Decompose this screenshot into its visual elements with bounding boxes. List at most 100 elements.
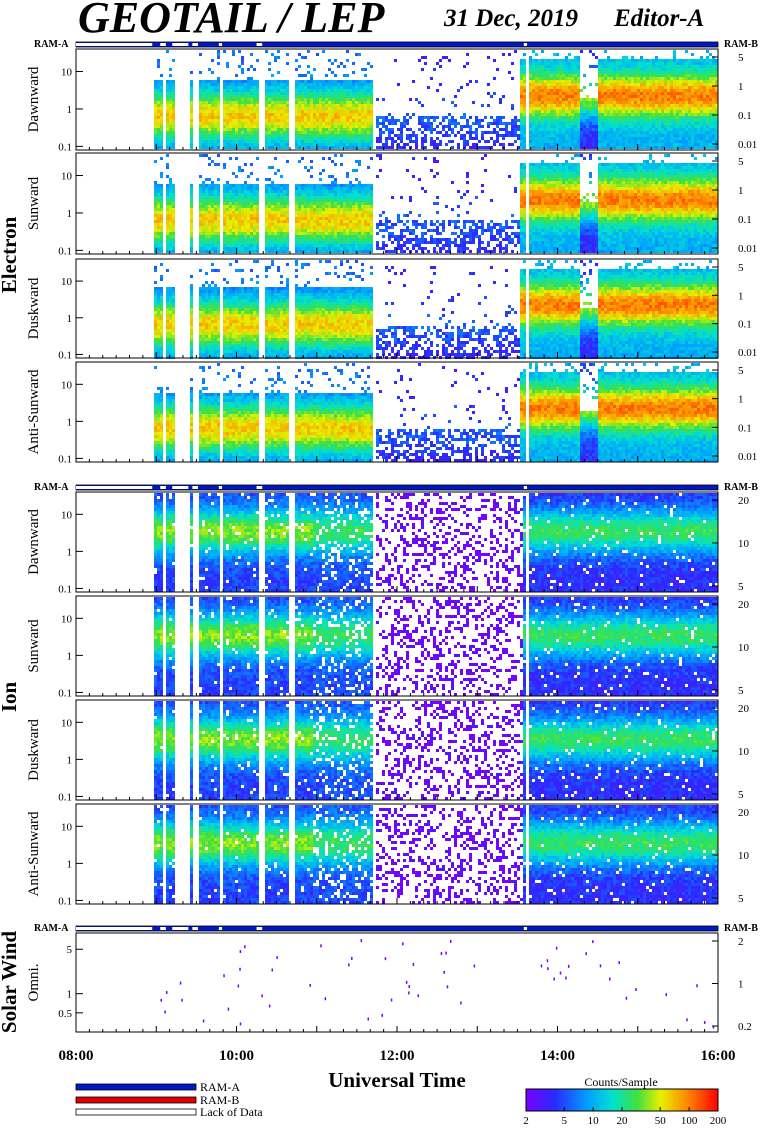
spectrogram-cell	[244, 122, 247, 125]
spectrogram-cell	[190, 131, 193, 134]
spectrogram-cell	[298, 86, 301, 89]
spectrogram-cell	[256, 116, 259, 119]
spectrogram-cell	[160, 131, 163, 134]
spectrogram-cell	[217, 56, 220, 59]
spectrogram-cell	[172, 86, 175, 89]
spectrogram-cell	[277, 134, 280, 137]
spectrogram-cell	[295, 80, 298, 83]
spectrogram-cell	[307, 83, 310, 86]
spectrogram-cell	[304, 101, 307, 104]
spectrogram-cell	[208, 116, 211, 119]
spectrogram-cell	[154, 110, 157, 113]
spectrogram-cell	[157, 140, 160, 143]
spectrogram-cell	[232, 143, 235, 146]
spectrogram-cell	[226, 95, 229, 98]
spectrogram-cell	[298, 89, 301, 92]
spectrogram-cell	[301, 95, 304, 98]
spectrogram-cell	[229, 137, 232, 140]
spectrogram-cell	[301, 113, 304, 116]
spectrogram-cell	[241, 137, 244, 140]
spectrogram-cell	[214, 140, 217, 143]
spectrogram-cell	[307, 86, 310, 89]
spectrogram-cell	[232, 140, 235, 143]
spectrogram-cell	[217, 92, 220, 95]
spectrogram-cell	[295, 68, 298, 71]
spectrogram-cell	[301, 86, 304, 89]
spectrogram-cell	[202, 83, 205, 86]
spectrogram-cell	[286, 116, 289, 119]
spectrogram-cell	[211, 119, 214, 122]
spectrogram-cell	[223, 140, 226, 143]
spectrogram-cell	[241, 68, 244, 71]
spectrogram-cell	[169, 143, 172, 146]
spectrogram-cell	[286, 98, 289, 101]
spectrogram-cell	[304, 98, 307, 101]
spectrogram-cell	[172, 122, 175, 125]
spectrogram-cell	[247, 104, 250, 107]
spectrogram-cell	[307, 98, 310, 101]
spectrogram-cell	[310, 89, 313, 92]
spectrogram-cell	[274, 86, 277, 89]
spectrogram-cell	[310, 128, 313, 131]
spectrogram-cell	[208, 119, 211, 122]
spectrogram-cell	[301, 125, 304, 128]
spectrogram-cell	[256, 137, 259, 140]
spectrogram-cell	[244, 104, 247, 107]
spectrogram-cell	[202, 143, 205, 146]
spectrogram-cell	[166, 143, 169, 146]
spectrogram-cell	[229, 89, 232, 92]
spectrogram-cell	[301, 74, 304, 77]
spectrogram-cell	[214, 113, 217, 116]
spectrogram-cell	[160, 119, 163, 122]
spectrogram-cell	[310, 92, 313, 95]
spectrogram-cell	[310, 146, 313, 149]
spectrogram-cell	[199, 146, 202, 149]
spectrogram-cell	[253, 92, 256, 95]
spectrogram-cell	[208, 83, 211, 86]
spectrogram-cell	[301, 101, 304, 104]
spectrogram-cell	[277, 107, 280, 110]
spectrogram-cell	[238, 104, 241, 107]
spectrogram-cell	[157, 143, 160, 146]
spectrogram-cell	[271, 113, 274, 116]
spectrogram-cell	[295, 143, 298, 146]
spectrogram-cell	[232, 101, 235, 104]
spectrogram-cell	[241, 116, 244, 119]
spectrogram-cell	[247, 122, 250, 125]
spectrogram-cell	[256, 104, 259, 107]
spectrogram-cell	[211, 143, 214, 146]
spectrogram-cell	[304, 134, 307, 137]
spectrogram-cell	[268, 122, 271, 125]
spectrogram-cell	[226, 62, 229, 65]
spectrogram-cell	[211, 86, 214, 89]
spectrogram-cell	[253, 131, 256, 134]
spectrogram-cell	[241, 80, 244, 83]
spectrogram-cell	[310, 143, 313, 146]
spectrogram-cell	[238, 125, 241, 128]
spectrogram-cell	[298, 140, 301, 143]
spectrogram-cell	[298, 83, 301, 86]
spectrogram-cell	[211, 131, 214, 134]
spectrogram-cell	[283, 83, 286, 86]
spectrogram-cell	[295, 95, 298, 98]
spectrogram-cell	[283, 128, 286, 131]
spectrogram-cell	[205, 104, 208, 107]
spectrogram-cell	[265, 83, 268, 86]
spectrogram-cell	[265, 95, 268, 98]
spectrogram-cell	[202, 92, 205, 95]
spectrogram-cell	[205, 83, 208, 86]
spectrogram-cell	[205, 98, 208, 101]
spectrogram-cell	[208, 95, 211, 98]
spectrogram-cell	[214, 134, 217, 137]
spectrogram-cell	[199, 80, 202, 83]
spectrogram-cell	[208, 92, 211, 95]
spectrogram-cell	[232, 95, 235, 98]
spectrogram-cell	[211, 128, 214, 131]
spectrogram-cell	[169, 128, 172, 131]
spectrogram-cell	[298, 101, 301, 104]
spectrogram-cell	[160, 74, 163, 77]
spectrogram-cell	[277, 86, 280, 89]
spectrogram-cell	[298, 92, 301, 95]
spectrogram-cell	[274, 110, 277, 113]
spectrogram-cell	[247, 86, 250, 89]
